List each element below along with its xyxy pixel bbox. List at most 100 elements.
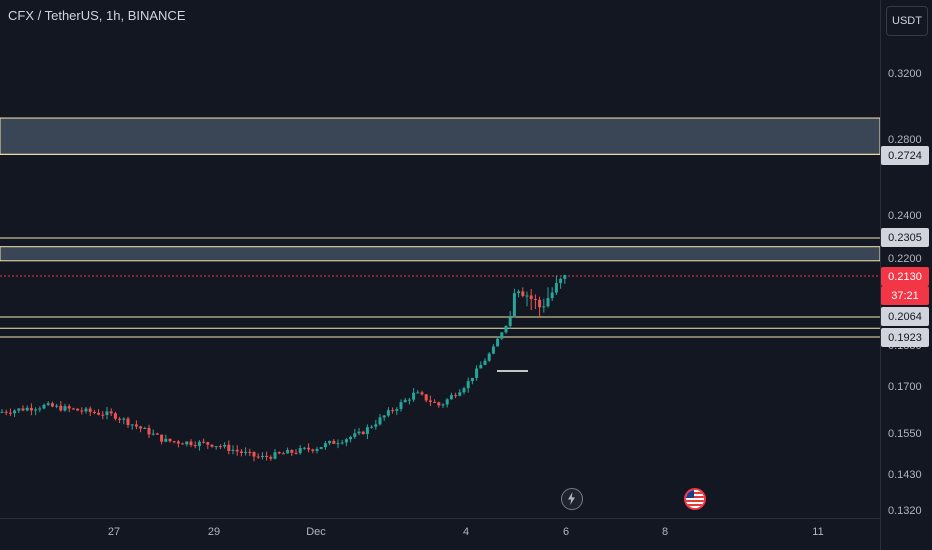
candle-body (273, 452, 277, 459)
candle-body (265, 455, 269, 458)
candle (97, 409, 101, 416)
candle (374, 419, 378, 430)
candle-body (113, 413, 117, 419)
candle-body (458, 392, 462, 396)
candle (407, 397, 411, 405)
candle (252, 451, 256, 462)
candle-body (76, 408, 80, 411)
currency-button[interactable]: USDT (886, 6, 928, 36)
candle-body (4, 411, 8, 413)
candle-body (386, 410, 390, 416)
lightning-event-icon[interactable] (561, 488, 583, 510)
candle-body (34, 409, 38, 411)
price-tick: 0.2800 (888, 134, 922, 146)
candle-body (223, 444, 227, 447)
price-tick: 0.2200 (888, 253, 922, 265)
candle (59, 401, 63, 412)
candle-body (395, 409, 399, 411)
time-tick: 4 (462, 526, 470, 538)
candle (315, 446, 319, 454)
candle (323, 440, 327, 450)
candle-body (244, 451, 248, 453)
candle (193, 441, 197, 449)
levels-layer (0, 153, 880, 338)
candle-body (353, 433, 357, 437)
candle (4, 409, 8, 416)
candle-body (63, 406, 67, 411)
candle-body (479, 364, 483, 369)
price-axis[interactable] (880, 0, 932, 550)
candle (231, 445, 235, 455)
candle-body (340, 442, 344, 444)
candle-body (525, 295, 529, 297)
candle-body (441, 404, 445, 406)
candle-body (542, 306, 546, 308)
candle (139, 425, 143, 433)
candle-body (344, 439, 348, 443)
candle (319, 446, 323, 450)
candle-body (508, 317, 512, 326)
time-axis[interactable] (0, 518, 880, 550)
candle-body (559, 278, 563, 284)
candle-body (17, 408, 21, 411)
candle-body (378, 417, 382, 425)
candle-body (294, 452, 298, 454)
candle (147, 424, 151, 439)
candle-body (483, 360, 487, 365)
candle-body (80, 410, 84, 412)
candle-body (512, 293, 516, 318)
candle (370, 425, 374, 429)
candle-body (374, 424, 378, 427)
candle-body (197, 441, 201, 447)
candle-body (315, 448, 319, 451)
candle-body (307, 447, 311, 450)
candle (143, 426, 147, 430)
candle-body (122, 418, 126, 420)
candle-body (0, 411, 4, 413)
candle-body (370, 426, 374, 428)
candle (412, 388, 416, 402)
candle-body (210, 444, 214, 447)
candle (239, 448, 243, 457)
candle (496, 336, 500, 347)
candle (479, 361, 483, 369)
candle (202, 438, 206, 444)
candle (307, 443, 311, 453)
price-chart[interactable] (0, 0, 880, 518)
candle (382, 414, 386, 421)
candle (559, 277, 563, 289)
candle (218, 444, 222, 450)
candle (328, 440, 332, 446)
time-tick: 6 (562, 526, 570, 538)
candle-body (412, 392, 416, 400)
candle-body (286, 450, 290, 454)
candle-body (424, 394, 428, 401)
candle-body (101, 414, 105, 416)
candle-body (407, 399, 411, 401)
candle-body (349, 436, 353, 440)
candle (269, 455, 273, 461)
price-tick: 0.3200 (888, 68, 922, 80)
candle (155, 432, 159, 435)
candle (168, 438, 172, 443)
candle (554, 275, 558, 296)
candle-body (399, 402, 403, 410)
candle (281, 451, 285, 455)
candle (290, 449, 294, 457)
candle-body (538, 299, 542, 308)
candle-body (185, 441, 189, 445)
candle-body (55, 405, 59, 407)
candle (437, 401, 441, 408)
candle-body (118, 418, 122, 420)
symbol-title[interactable]: CFX / TetherUS, 1h, BINANCE (8, 8, 186, 23)
candle (344, 438, 348, 447)
candle (483, 358, 487, 366)
candle (176, 440, 180, 448)
time-tick: 27 (107, 526, 121, 538)
us-economic-event-icon[interactable] (684, 488, 706, 510)
price-tick: 0.2400 (888, 210, 922, 222)
candle-body (231, 449, 235, 451)
candle-body (332, 440, 336, 444)
candle (88, 406, 92, 417)
candle-body (189, 441, 193, 446)
